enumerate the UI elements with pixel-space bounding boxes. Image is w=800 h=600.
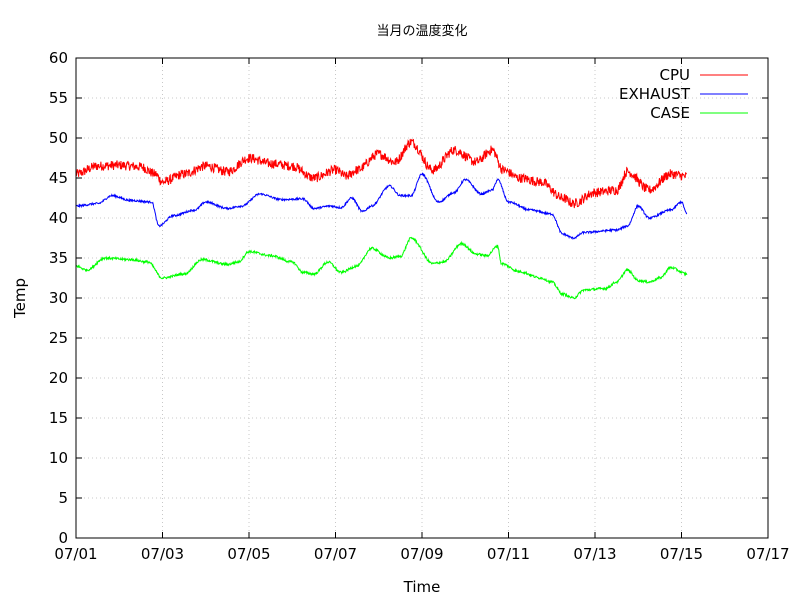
x-tick-label: 07/11 [487,545,530,563]
x-tick-label: 07/03 [141,545,184,563]
x-tick-label: 07/17 [746,545,789,563]
y-axis-title: Temp [11,278,29,319]
series-line-exhaust [75,172,688,241]
y-tick-label: 35 [49,249,68,267]
grid-lines [76,58,768,538]
y-tick-label: 10 [49,449,68,467]
y-tick-label: 5 [58,489,68,507]
chart-title: 当月の温度変化 [376,23,467,39]
y-tick-label: 60 [49,49,68,67]
y-tick-label: 15 [49,409,68,427]
y-tick-label: 30 [49,289,68,307]
series-line-case [75,236,688,300]
y-tick-label: 40 [49,209,68,227]
x-tick-label: 07/13 [573,545,616,563]
x-tick-label: 07/09 [400,545,443,563]
legend-label: CASE [650,104,690,122]
x-axis-ticks: 07/01 07/03 07/05 07/07 07/09 07/11 07/13 07/15… [54,58,790,563]
x-axis-title: Time [403,578,441,596]
y-tick-label: 50 [49,129,68,147]
x-tick-label: 07/07 [314,545,357,563]
y-axis-ticks: 0 5 10 15 20 25 30 35 40 45 50 55 60 [49,49,768,547]
x-tick-label: 07/01 [54,545,97,563]
x-tick-label: 07/05 [227,545,270,563]
series-line-cpu [75,138,687,209]
legend-label: EXHAUST [619,85,691,103]
y-tick-label: 20 [49,369,68,387]
x-tick-label: 07/15 [660,545,703,563]
y-tick-label: 0 [58,529,68,547]
legend-label: CPU [660,66,691,84]
y-tick-label: 45 [49,169,68,187]
y-tick-label: 55 [49,89,68,107]
y-tick-label: 25 [49,329,68,347]
series-lines [75,138,688,300]
